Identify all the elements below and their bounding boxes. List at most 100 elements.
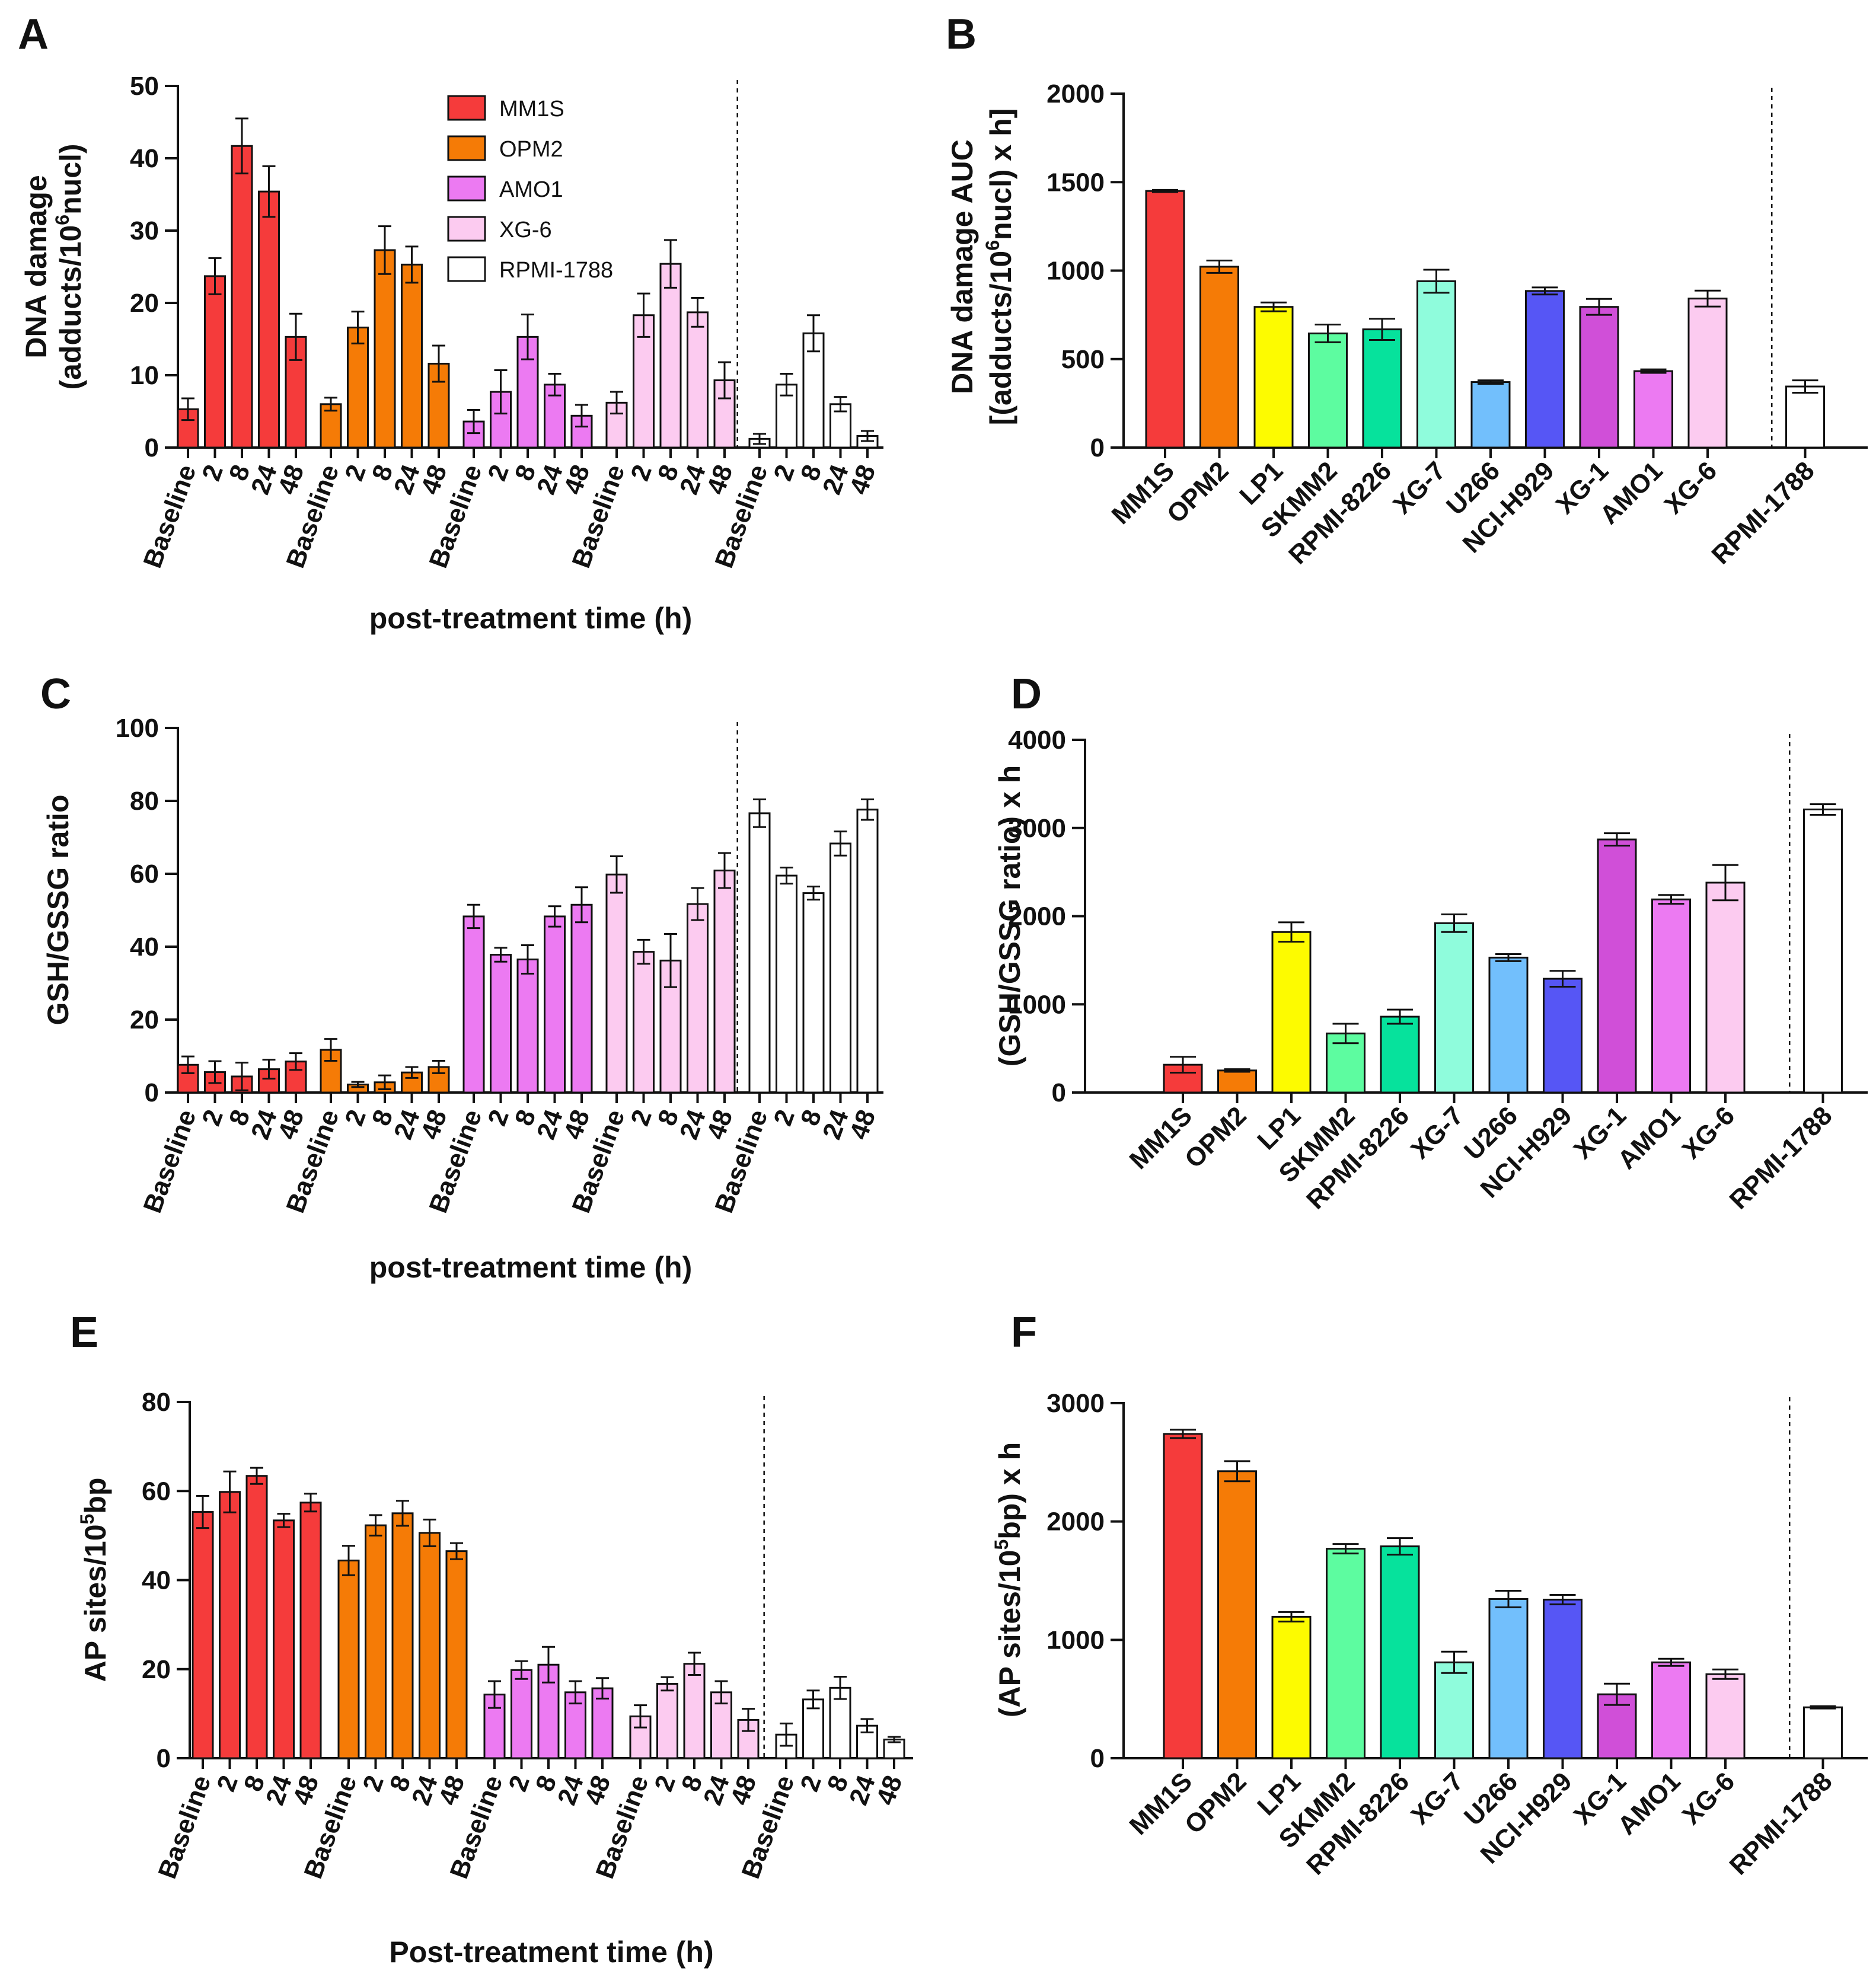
bar-f-skmm2 [1326, 1548, 1365, 1759]
y-tick-label-a-0: 0 [145, 433, 159, 462]
x-tick-label-a-3-4: 48 [701, 461, 739, 499]
bar-c-xg-6-2 [633, 951, 655, 1094]
x-tick-label-b-0: MM1S [1106, 456, 1181, 530]
y-tick-label-e-4: 80 [142, 1388, 171, 1417]
bar-d-xg-1 [1597, 838, 1637, 1094]
bar-e-amo1-48 [591, 1687, 614, 1759]
legend-label-amo1: AMO1 [499, 177, 563, 202]
bar-a-mm1s-48 [285, 336, 307, 449]
x-axis-title-e: Post-treatment time (h) [389, 1935, 713, 1969]
x-tick-label-b-10: XG-6 [1659, 456, 1722, 519]
bar-b-lp1 [1253, 306, 1294, 449]
x-tick-label-a-0-0: Baseline [138, 461, 202, 572]
bar-a-opm2-8 [374, 249, 396, 449]
legend-label-rpmi-1788: RPMI-1788 [499, 258, 613, 283]
y-tick-label-c-4: 80 [130, 787, 159, 816]
y-tick-label-d-2: 2000 [1008, 902, 1066, 931]
bar-f-lp1 [1271, 1615, 1312, 1759]
y-tick-label-a-3: 30 [130, 216, 159, 245]
y-tick-label-e-0: 0 [157, 1744, 171, 1773]
bar-a-mm1s-8 [231, 145, 253, 449]
bar-f-opm2 [1217, 1470, 1257, 1759]
y-axis-title-a-0: DNA damage [20, 175, 53, 358]
x-tick-label-f-5: XG-7 [1405, 1767, 1469, 1830]
y-tick-label-b-2: 1000 [1047, 257, 1105, 286]
legend-swatch-amo1 [447, 175, 486, 202]
x-tick-label-e-3-4: 48 [725, 1772, 762, 1809]
y-tick-label-e-2: 40 [142, 1566, 171, 1595]
x-tick-label-c-1-4: 48 [416, 1106, 453, 1143]
x-tick-label-b-9: AMO1 [1594, 456, 1668, 530]
y-tick-label-b-3: 1500 [1047, 168, 1105, 197]
x-tick-label-d-10: XG-6 [1677, 1101, 1740, 1164]
panel-label-c: C [40, 670, 71, 718]
bar-e-rpmi-1788-8 [829, 1686, 851, 1759]
y-tick-label-e-3: 60 [142, 1477, 171, 1506]
bar-e-mm1s-baseline [192, 1511, 214, 1759]
x-tick-label-a-0-4: 48 [273, 461, 310, 499]
bar-c-xg-6-24 [687, 903, 709, 1094]
bar-e-mm1s-24 [273, 1519, 295, 1759]
bar-c-rpmi-1788-8 [802, 892, 825, 1094]
y-tick-label-c-0: 0 [145, 1078, 159, 1107]
y-axis-title-c-0: GSH/GSSG ratio [42, 795, 75, 1026]
y-axis-title-a-1: (adducts/106nucl) [52, 143, 87, 389]
y-tick-label-a-1: 10 [130, 361, 159, 390]
bar-d-xg-6 [1705, 881, 1746, 1094]
x-tick-label-d-1: OPM2 [1179, 1101, 1252, 1174]
bar-a-opm2-24 [401, 263, 423, 449]
bar-e-opm2-8 [391, 1512, 414, 1759]
bar-e-opm2-48 [445, 1550, 468, 1759]
bar-b-opm2 [1199, 266, 1239, 449]
bar-b-rpmi-1788 [1785, 385, 1825, 449]
bar-e-mm1s-48 [299, 1502, 322, 1759]
panel-label-e: E [70, 1309, 98, 1356]
bar-f-xg-6 [1705, 1673, 1746, 1759]
x-tick-label-c-3-4: 48 [701, 1106, 739, 1143]
legend-label-opm2: OPM2 [499, 137, 563, 162]
y-tick-label-d-0: 0 [1052, 1078, 1066, 1107]
bar-c-rpmi-1788-2 [776, 874, 797, 1094]
y-axis-title-d-0: (GSH/GSSG ratio) x h [993, 765, 1026, 1066]
y-tick-label-d-3: 3000 [1008, 814, 1066, 843]
x-tick-label-e-2-4: 48 [579, 1772, 617, 1809]
bar-a-opm2-2 [347, 326, 369, 449]
y-tick-label-b-4: 2000 [1047, 79, 1105, 108]
bar-b-amo1 [1633, 370, 1673, 449]
y-tick-label-c-1: 20 [130, 1005, 159, 1034]
x-tick-label-a-1-4: 48 [416, 461, 453, 499]
panel-label-f: F [1011, 1309, 1037, 1356]
bar-e-xg-6-2 [656, 1683, 678, 1759]
y-tick-label-d-4: 4000 [1008, 726, 1066, 755]
bar-c-rpmi-1788-48 [856, 809, 879, 1094]
bar-e-mm1s-8 [245, 1475, 268, 1759]
bar-b-xg-6 [1687, 298, 1728, 449]
y-tick-label-a-4: 40 [130, 144, 159, 173]
bar-a-xg-6-8 [659, 263, 682, 449]
x-tick-label-e-4-4: 48 [871, 1772, 908, 1809]
x-tick-label-d-0: MM1S [1124, 1101, 1198, 1175]
y-axis-title-f-0: (AP sites/105bp) x h [991, 1442, 1026, 1717]
bar-c-xg-6-48 [713, 869, 736, 1094]
bar-c-amo1-2 [490, 954, 512, 1094]
x-tick-label-a-2-4: 48 [559, 461, 596, 499]
x-tick-label-b-1: OPM2 [1162, 456, 1234, 529]
x-tick-label-f-11: RPMI-1788 [1724, 1767, 1838, 1880]
y-tick-label-a-2: 20 [130, 289, 159, 318]
x-tick-label-e-0-4: 48 [288, 1772, 325, 1809]
legend-label-xg-6: XG-6 [499, 218, 552, 242]
x-tick-label-f-0: MM1S [1124, 1767, 1198, 1841]
y-tick-label-c-5: 100 [116, 714, 159, 743]
bar-f-amo1 [1651, 1661, 1691, 1759]
y-tick-label-b-1: 500 [1061, 345, 1105, 374]
y-tick-label-d-1: 1000 [1008, 990, 1066, 1019]
legend-swatch-opm2 [447, 135, 486, 161]
legend-swatch-xg-6 [447, 216, 486, 242]
bar-d-opm2 [1217, 1069, 1257, 1094]
x-axis-title-c: post-treatment time (h) [369, 1251, 692, 1284]
bar-c-amo1-8 [516, 959, 539, 1094]
bar-c-rpmi-1788-24 [829, 842, 851, 1094]
y-tick-label-c-3: 60 [130, 860, 159, 889]
panel-label-d: D [1011, 670, 1042, 718]
